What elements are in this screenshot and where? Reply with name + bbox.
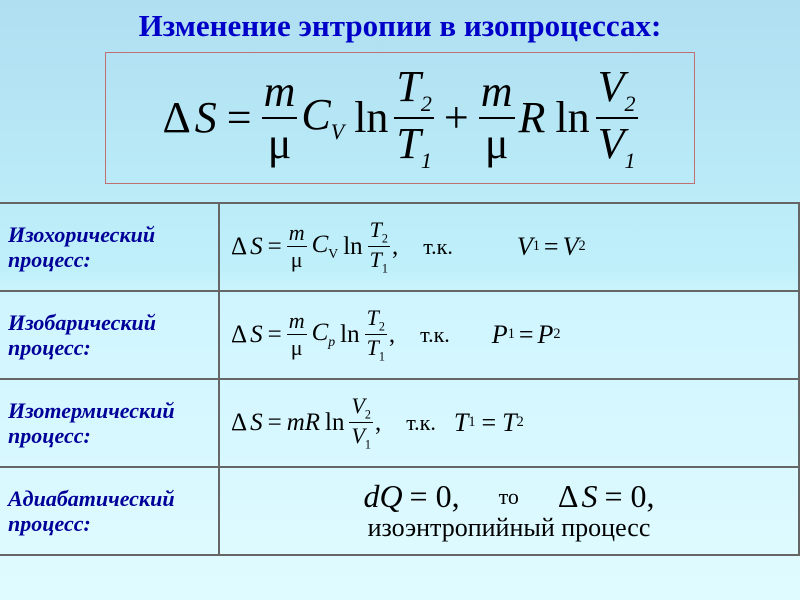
cv: CV [301,93,344,143]
to-label: то [499,484,519,510]
frac-m-mu-2: m μ [479,68,515,169]
delta: Δ [162,96,190,140]
var-mu: μ [266,120,294,168]
row-label: Адиабатический процесс: [0,467,219,555]
condition: P1 = P2 [492,320,561,350]
condition: V1 = V2 [517,232,586,262]
var-s: S [195,96,217,140]
tk-label: т.к. [423,234,453,260]
row-label: Изохорический процесс: [0,203,219,291]
ln-1: ln [354,96,388,140]
tk-label: т.к. [420,322,450,348]
ln-2: ln [555,96,589,140]
var-r: R [519,96,546,140]
plus: + [444,96,469,140]
equals: = [227,96,252,140]
process-table: Изохорический процесс: ΔS = mμ CV ln T2 … [0,202,800,556]
tk-label: т.к. [406,410,436,436]
row-label: Изобарический процесс: [0,291,219,379]
row-equation: ΔS = mμ CV ln T2 T1 , т.к. V1 [219,203,799,291]
condition: T1 = T2 [454,408,524,438]
var-mu-2: μ [483,120,511,168]
table-row-isochoric: Изохорический процесс: ΔS = mμ CV ln T2 … [0,203,799,291]
isoentropy-label: изоэнтропийный процесс [368,513,651,543]
row-label: Изотермический процесс: [0,379,219,467]
row-equation: ΔS = mR ln V2 V1 , т.к. T1 = T2 [219,379,799,467]
frac-m-mu-1: m μ [262,68,298,169]
table-row-isothermal: Изотермический процесс: ΔS = mR ln V2 V1… [0,379,799,467]
row-equation: ΔS = mμ Cp ln T2 T1 , т.к. P1 [219,291,799,379]
table-row-adiabatic: Адиабатический процесс: dQ = 0, то ΔS = … [0,467,799,555]
table-row-isobaric: Изобарический процесс: ΔS = mμ Cp ln T2 … [0,291,799,379]
frac-t2-t1: T2 T1 [394,63,433,173]
page-title: Изменение энтропии в изопроцессах: [0,0,800,52]
var-m: m [262,68,298,116]
row-equation: dQ = 0, то ΔS = 0, изоэнтропийный процес… [219,467,799,555]
var-m-2: m [479,68,515,116]
main-equation: ΔS = m μ CV ln T2 T1 + m μ R ln V2 V1 [105,52,695,184]
frac-v2-v1: V2 V1 [596,63,638,173]
